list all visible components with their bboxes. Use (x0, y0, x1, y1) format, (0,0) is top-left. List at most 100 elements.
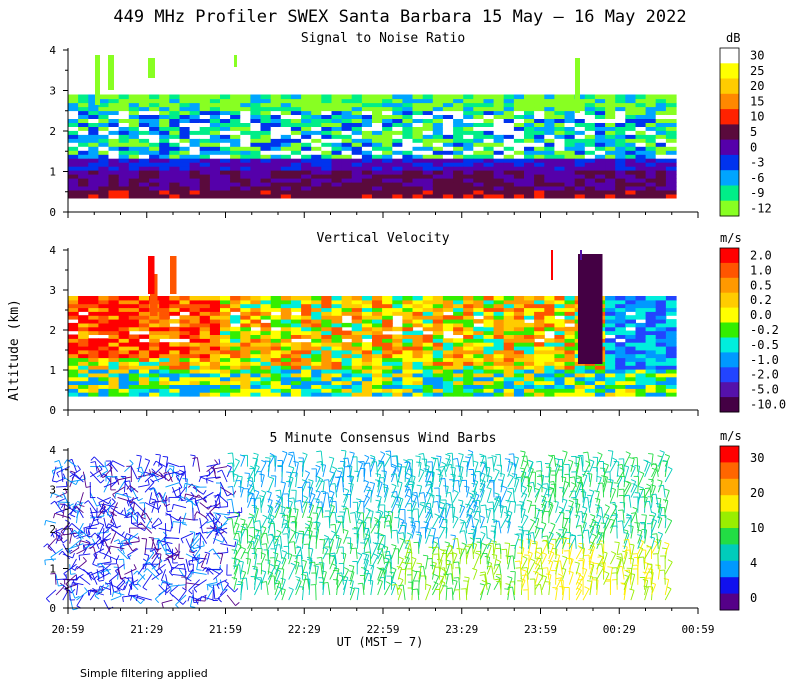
heatmap-cell (453, 365, 464, 370)
heatmap-cell (655, 102, 667, 108)
wind-barb (233, 540, 239, 555)
heatmap-cell (189, 178, 201, 183)
heatmap-cell (149, 142, 160, 147)
wind-barb-flag (63, 459, 68, 464)
wind-barb-flag (384, 520, 390, 523)
heatmap-cell (645, 122, 657, 127)
heatmap-cell (118, 94, 130, 100)
heatmap-cell (118, 158, 130, 163)
wind-barb-flag (324, 534, 329, 538)
heatmap-cell (88, 126, 99, 131)
heatmap-cell (98, 110, 110, 115)
wind-barb (300, 546, 303, 560)
heatmap-cell (199, 388, 211, 393)
heatmap-cell (655, 349, 667, 355)
heatmap-cell (372, 353, 383, 359)
heatmap-cell (301, 158, 312, 163)
heatmap-cell (260, 384, 272, 389)
wind-barb (341, 476, 344, 488)
heatmap-cell (138, 138, 150, 143)
heatmap-cell (361, 361, 373, 366)
wind-barb-flag (142, 471, 146, 477)
heatmap-cell (382, 311, 393, 316)
heatmap-cell (209, 369, 221, 374)
wind-barb-flag (309, 561, 315, 564)
heatmap-cell (321, 98, 332, 104)
heatmap-cell (68, 114, 79, 119)
wind-barb (208, 567, 221, 575)
heatmap-cell (138, 134, 150, 139)
heatmap-cell (361, 299, 373, 305)
wind-barb-flag (378, 462, 384, 464)
heatmap-cell (189, 311, 201, 316)
heatmap-cell (473, 102, 484, 108)
wind-barb (397, 539, 405, 555)
heatmap-cell (534, 376, 545, 382)
heatmap-cell (473, 338, 484, 343)
wind-barb (216, 522, 228, 530)
wind-barb-flag (151, 525, 157, 530)
heatmap-cell (351, 126, 363, 131)
heatmap-cell (665, 369, 677, 374)
heatmap-cell (270, 307, 282, 312)
heatmap-cell (442, 118, 454, 123)
heatmap-cell (392, 303, 403, 309)
wind-barb (295, 533, 300, 544)
heatmap-cell (138, 185, 150, 191)
wind-barb-flag (395, 504, 401, 506)
wind-barb (167, 471, 173, 483)
wind-barb-flag (348, 570, 355, 573)
heatmap-cell (432, 185, 444, 191)
wind-barb (288, 589, 294, 601)
wind-barb-flag (125, 579, 130, 585)
heatmap-cell (625, 303, 636, 309)
heatmap-cell (290, 98, 302, 104)
heatmap-cell (615, 162, 626, 167)
heatmap-cell (68, 193, 79, 199)
heatmap-cell (199, 357, 211, 362)
heatmap-cell (321, 170, 332, 175)
wind-barb (266, 533, 269, 544)
heatmap-cell (524, 138, 535, 143)
wind-barb-flag (116, 587, 121, 592)
heatmap-cell (169, 134, 180, 139)
heatmap-cell (78, 138, 89, 143)
heatmap-cell (605, 372, 616, 378)
wind-barb-flag (307, 486, 313, 489)
wind-barb (127, 548, 139, 556)
wind-barb (103, 517, 107, 529)
heatmap-cell (179, 372, 191, 378)
heatmap-cell (361, 326, 373, 332)
heatmap-cell (605, 388, 616, 393)
wind-barb-flag (72, 608, 78, 611)
wind-barb-flag (348, 482, 354, 485)
heatmap-cell (584, 380, 596, 385)
wind-barb-flag (116, 555, 120, 561)
wind-barb (136, 512, 139, 525)
heatmap-cell (635, 98, 647, 104)
wind-barb-flag (224, 580, 229, 584)
heatmap-cell (665, 126, 677, 131)
heatmap-cell (372, 376, 383, 382)
heatmap-cell (311, 185, 322, 191)
heatmap-cell (422, 158, 434, 163)
heatmap-cell (442, 353, 454, 359)
heatmap-cell (584, 142, 596, 147)
wind-barb (130, 466, 138, 480)
heatmap-cell (513, 338, 525, 343)
heatmap-cell (594, 154, 606, 159)
wind-barb (218, 495, 221, 508)
wind-barb-flag (208, 585, 214, 589)
heatmap-cell (260, 388, 272, 393)
wind-barb-flag (97, 573, 100, 579)
heatmap-cell (169, 388, 180, 393)
wind-barb (69, 538, 82, 550)
heatmap-cell (392, 170, 403, 175)
heatmap-cell (605, 142, 616, 147)
colorbar-label: 10 (750, 110, 764, 124)
heatmap-cell (392, 110, 403, 115)
wind-barb-flag (376, 495, 382, 498)
heatmap-cell (493, 185, 505, 191)
wind-barb-flag (254, 528, 260, 531)
wind-barb (254, 553, 258, 570)
